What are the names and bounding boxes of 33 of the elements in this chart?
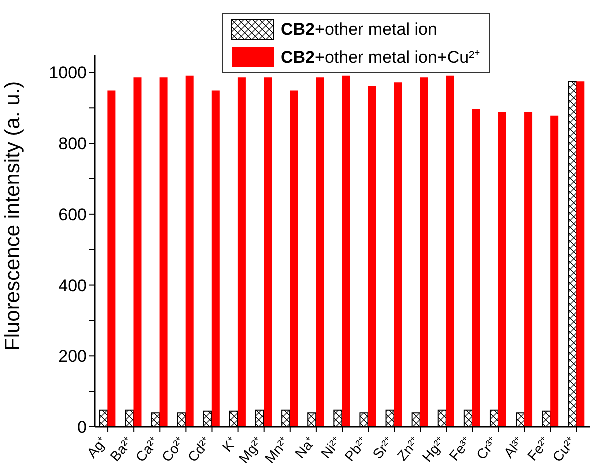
x-tick-label: K⁺ (219, 434, 241, 455)
y-tick-label: 800 (58, 134, 87, 154)
bar (212, 90, 220, 427)
bar (368, 86, 376, 427)
bar (394, 82, 402, 427)
x-tick-label: Al³⁺ (500, 434, 528, 461)
bar (550, 116, 559, 427)
bar (160, 78, 168, 427)
bar (264, 78, 272, 427)
x-tick-label: Na⁺ (292, 434, 319, 462)
bar (290, 90, 298, 427)
bar (186, 76, 194, 427)
bar (342, 76, 350, 427)
bar (316, 78, 324, 427)
y-tick-label: 400 (58, 276, 87, 296)
bar (472, 110, 480, 427)
x-tick-label: Cr³⁺ (473, 434, 502, 463)
bar (108, 90, 116, 427)
y-tick-label: 1000 (49, 64, 87, 83)
x-tick-label: Ni²⁺ (318, 434, 345, 462)
x-tick-label: Sr²⁺ (369, 434, 397, 462)
bar (134, 78, 142, 427)
bar (238, 78, 246, 427)
y-axis-title: Fluorescence intensity (a. u.) (1, 81, 24, 351)
bar (498, 112, 506, 427)
bar (446, 76, 454, 427)
legend-label: CB2+other metal ion (281, 20, 438, 40)
bar (524, 112, 533, 427)
bar (576, 82, 585, 427)
legend-label: CB2+other metal ion+Cu²⁺ (281, 47, 481, 68)
y-tick-label: 200 (58, 347, 87, 366)
y-tick-label: 600 (58, 205, 87, 224)
bar (420, 78, 428, 427)
